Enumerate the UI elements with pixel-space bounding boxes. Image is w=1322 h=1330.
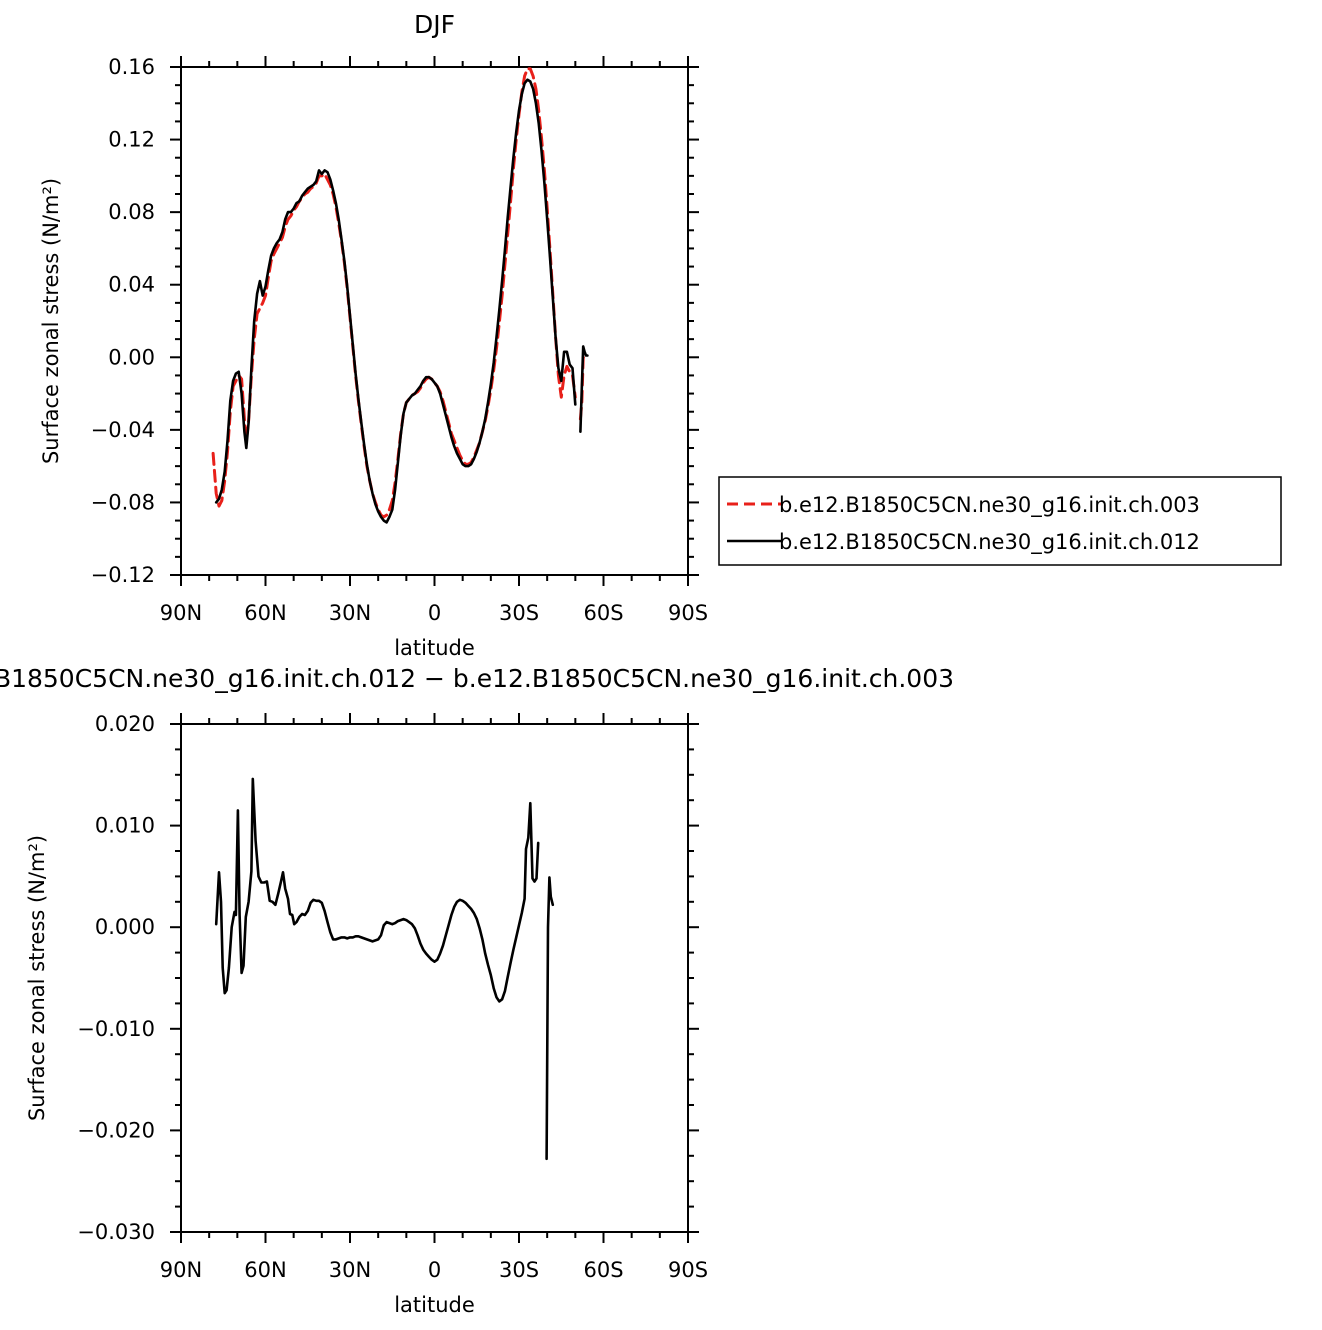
x-axis-title: latitude	[394, 1293, 475, 1317]
x-tick-label: 60S	[583, 601, 623, 625]
y-tick-label: 0.020	[95, 712, 155, 736]
y-tick-label: 0.04	[108, 273, 155, 297]
x-tick-label: 60N	[244, 1258, 286, 1282]
y-tick-label: −0.020	[77, 1118, 155, 1142]
x-tick-label: 0	[428, 1258, 441, 1282]
x-tick-label: 90N	[160, 601, 202, 625]
x-tick-label: 30S	[499, 601, 539, 625]
x-tick-label: 60N	[244, 601, 286, 625]
series-line-1-segment-1	[211, 67, 577, 519]
legend: b.e12.B1850C5CN.ne30_g16.init.ch.003 b.e1…	[718, 476, 1282, 566]
plot-frame	[180, 723, 689, 1233]
y-axis-title: Surface zonal stress (N/m²)	[39, 178, 63, 464]
legend-box	[718, 476, 1282, 566]
x-tick-label: 30N	[329, 1258, 371, 1282]
legend-label-1: b.e12.B1850C5CN.ne30_g16.init.ch.003	[779, 493, 1200, 518]
x-tick-label: 60S	[583, 1258, 623, 1282]
y-tick-label: −0.08	[91, 490, 155, 514]
y-tick-label: 0.010	[95, 814, 155, 838]
y-tick-label: 0.08	[108, 200, 155, 224]
bottom-panel: b.e12.B1850C5CN.ne30_g16.init.ch.012 − b…	[0, 664, 954, 1317]
y-tick-label: −0.04	[91, 418, 155, 442]
y-tick-label: 0.16	[108, 55, 155, 79]
top-panel: DJF 90N 60N 30N 0 30S 60S 90S −0.12 −0.08 −0.04 0.0…	[39, 10, 1282, 660]
series-line-2-segment-1	[214, 78, 577, 524]
y-axis-title: Surface zonal stress (N/m²)	[25, 835, 49, 1121]
y-tick-label: 0.12	[108, 128, 155, 152]
y-tick-label: −0.030	[77, 1220, 155, 1244]
x-tick-label: 90S	[668, 601, 708, 625]
y-tick-label: −0.12	[91, 563, 155, 587]
legend-label-2: b.e12.B1850C5CN.ne30_g16.init.ch.012	[779, 530, 1200, 555]
y-tick-label: −0.010	[77, 1017, 155, 1041]
series-line-1-segment-1	[214, 777, 540, 1003]
y-tick-label: 0.000	[95, 915, 155, 939]
x-tick-label: 0	[428, 601, 441, 625]
chart-title: DJF	[414, 10, 455, 39]
y-tick-label: 0.00	[108, 345, 155, 369]
series-line-1-segment-2	[545, 876, 555, 1161]
x-tick-label: 90S	[668, 1258, 708, 1282]
series-line-2-segment-2	[579, 345, 589, 433]
chart-title: b.e12.B1850C5CN.ne30_g16.init.ch.012 − b…	[0, 664, 954, 693]
x-tick-label: 30N	[329, 601, 371, 625]
x-axis-title: latitude	[394, 636, 475, 660]
x-tick-label: 30S	[499, 1258, 539, 1282]
x-tick-label: 90N	[160, 1258, 202, 1282]
